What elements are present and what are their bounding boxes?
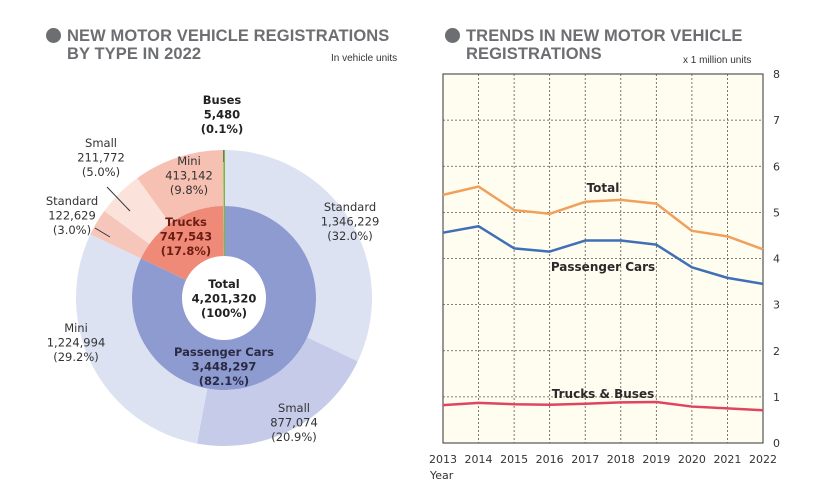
label-trucks-mini-line2: 413,142 [165,169,213,183]
x-tick-label: 2013 [429,453,457,466]
label-total-line1: Total [208,277,239,291]
label-buses-line1: Buses [203,93,242,107]
x-tick-label: 2021 [713,453,741,466]
donut-unit-note: In vehicle units [331,53,398,64]
label-trucks-line2: 747,543 [160,230,212,244]
x-tick-label: 2018 [607,453,635,466]
y-tick-label: 6 [773,160,780,173]
x-tick-label: 2017 [571,453,599,466]
line-chart-title: TRENDS IN NEW MOTOR VEHICLE REGISTRATION… [466,27,743,63]
section-bullet-icon [46,28,61,43]
y-tick-label: 4 [773,253,780,266]
outer-slice-trucks-mini [137,150,224,224]
y-tick-label: 5 [773,206,780,219]
series-label-total: Total [587,181,620,195]
donut-center [182,256,266,340]
plot-area [443,74,763,443]
label-passenger-cars-line1: Passenger Cars [174,345,274,359]
label-passenger-small-line2: 877,074 [270,416,318,430]
label-trucks-standard-line2: 122,629 [48,209,96,223]
label-trucks-standard-line1: Standard [46,194,98,208]
label-passenger-standard-line2: 1,346,229 [321,215,380,229]
donut-chart-title: NEW MOTOR VEHICLE REGISTRATIONS BY TYPE … [67,27,389,63]
x-axis-label: Year [429,469,454,482]
label-passenger-standard-line1: Standard [324,200,376,214]
line-chart-title-line2: REGISTRATIONS [466,45,602,63]
label-trucks-small-line1: Small [85,136,117,150]
series-label-passenger-cars: Passenger Cars [551,260,655,274]
label-total-line3: (100%) [201,306,247,320]
line-chart-title-line1: TRENDS IN NEW MOTOR VEHICLE [466,27,743,45]
label-total-line2: 4,201,320 [192,292,257,306]
x-tick-label: 2020 [678,453,706,466]
plot-border [442,73,764,444]
section-bullet-icon [445,28,460,43]
y-tick-label: 2 [773,345,780,358]
outer-slice-trucks-standard [90,211,150,259]
x-tick-label: 2019 [642,453,670,466]
label-passenger-small-line1: Small [278,401,310,415]
y-tick-label: 7 [773,114,780,127]
y-tick-label: 8 [773,68,780,81]
x-tick-label: 2016 [536,453,564,466]
label-passenger-cars-line3: (82.1%) [199,374,249,388]
series-line-passenger-cars [442,224,764,286]
y-tick-label: 0 [773,437,780,450]
outer-slice-passenger-cars-standard [224,150,372,362]
x-tick-label: 2022 [749,453,777,466]
label-buses-line2: 5,480 [204,108,240,122]
donut-chart-title-line1: NEW MOTOR VEHICLE REGISTRATIONS [67,27,390,45]
label-passenger-small-line3: (20.9%) [271,430,317,444]
label-trucks-small-line2: 211,772 [77,151,125,165]
outer-slice-passenger-cars-small [197,337,358,446]
x-tick-label: 2014 [465,453,493,466]
inner-slice-buses [223,206,224,258]
outer-slice-trucks-small [104,178,171,244]
label-trucks-mini-line1: Mini [177,154,201,168]
label-trucks-standard-line3: (3.0%) [53,223,91,237]
series-label-trucks-buses: Trucks & Buses [552,387,655,401]
trucks-small-leader-line [106,186,131,212]
label-passenger-mini-line3: (29.2%) [53,350,99,364]
trucks-standard-leader-line [94,227,111,238]
inner-slice-passenger-cars [132,206,316,390]
label-passenger-standard-line3: (32.0%) [327,229,373,243]
label-trucks-line3: (17.8%) [161,244,211,258]
series-line-trucks-buses [442,400,764,412]
outer-slice-passenger-cars-mini [75,234,208,444]
label-trucks-line1: Trucks [165,215,207,229]
line-unit-note: x 1 million units [683,55,752,66]
series-line-total [442,185,764,251]
label-trucks-mini-line3: (9.8%) [170,183,208,197]
y-tick-label: 3 [773,299,780,312]
donut-chart-title-line2: BY TYPE IN 2022 [67,45,202,63]
label-passenger-cars-line2: 3,448,297 [192,360,257,374]
y-tick-label: 1 [773,391,780,404]
label-passenger-mini-line2: 1,224,994 [47,336,106,350]
outer-slice-buses-buses [222,150,224,207]
x-tick-label: 2015 [500,453,528,466]
label-passenger-mini-line1: Mini [64,321,88,335]
label-trucks-small-line3: (5.0%) [82,165,120,179]
label-buses-line3: (0.1%) [201,122,243,136]
